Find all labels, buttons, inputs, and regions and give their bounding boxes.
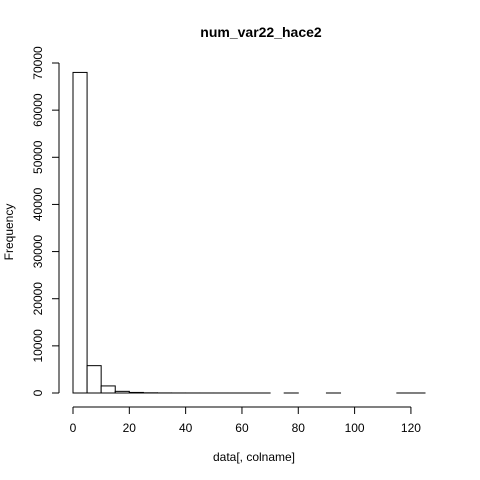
bars-group bbox=[72, 71, 426, 394]
x-tick-label-0: 0 bbox=[70, 421, 77, 435]
histogram-bar-0 bbox=[72, 71, 88, 394]
histogram-bar-2 bbox=[100, 385, 116, 394]
y-axis-label: Frequency bbox=[2, 204, 16, 261]
x-axis-label: data[, colname] bbox=[213, 450, 295, 464]
y-tick-label-5: 50000 bbox=[31, 140, 45, 174]
histogram-bar-3 bbox=[114, 390, 130, 394]
x-tick-label-5: 100 bbox=[345, 421, 365, 435]
y-axis: 0 10000 20000 30000 40000 50000 60000 70000 bbox=[31, 46, 60, 396]
x-tick-label-4: 80 bbox=[292, 421, 306, 435]
histogram-bar-1 bbox=[86, 365, 102, 394]
x-tick-label-3: 60 bbox=[235, 421, 249, 435]
x-tick-label-6: 120 bbox=[401, 421, 421, 435]
y-tick-label-7: 70000 bbox=[31, 46, 45, 80]
chart-title: num_var22_hace2 bbox=[200, 24, 322, 40]
y-tick-label-6: 60000 bbox=[31, 93, 45, 127]
y-tick-label-1: 10000 bbox=[31, 329, 45, 363]
x-tick-label-1: 20 bbox=[123, 421, 137, 435]
y-tick-label-4: 40000 bbox=[31, 187, 45, 221]
x-axis: 0 20 40 60 80 100 120 bbox=[70, 406, 421, 435]
histogram-bar-4 bbox=[128, 391, 144, 394]
y-tick-label-3: 30000 bbox=[31, 235, 45, 269]
x-tick-label-2: 40 bbox=[179, 421, 193, 435]
y-tick-label-0: 0 bbox=[31, 389, 45, 396]
y-tick-label-2: 20000 bbox=[31, 282, 45, 316]
